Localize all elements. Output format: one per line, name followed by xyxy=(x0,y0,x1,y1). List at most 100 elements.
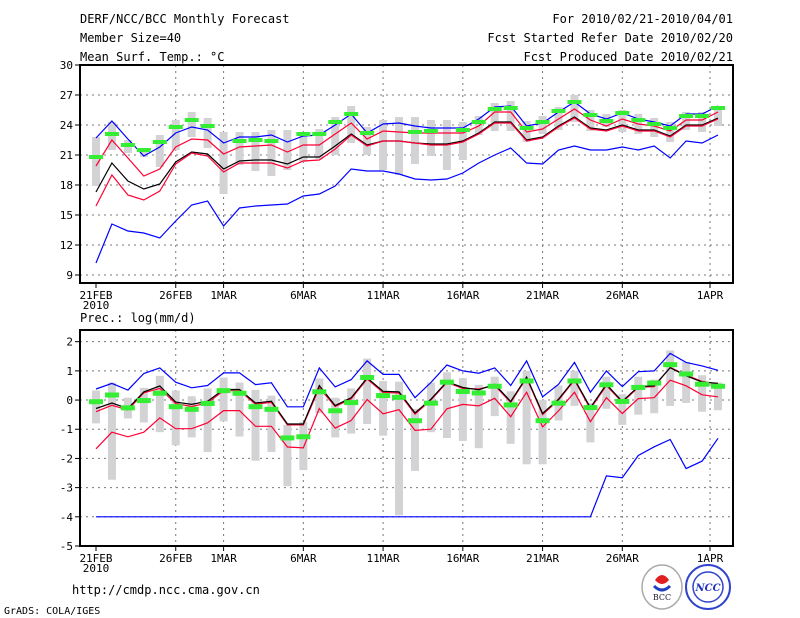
x-tick-label: 21MAR xyxy=(526,552,559,565)
y-tick-label: 2 xyxy=(66,336,73,349)
x-tick-label: 11MAR xyxy=(367,552,400,565)
observation-marker xyxy=(471,120,486,124)
observation-marker xyxy=(280,435,295,441)
observation-marker xyxy=(599,119,614,123)
ensemble-range-bar xyxy=(219,377,228,422)
precip-chart-title: Prec.: log(mm/d) xyxy=(80,311,196,325)
observation-marker xyxy=(647,122,662,126)
ensemble-range-bar xyxy=(155,375,164,433)
source-url[interactable]: http://cmdp.ncc.cma.gov.cn xyxy=(72,583,260,597)
ensemble-range-bar xyxy=(92,137,100,186)
observation-marker xyxy=(439,379,454,385)
observation-marker xyxy=(503,402,518,408)
ensemble-range-bar xyxy=(171,120,180,150)
ensemble-range-bar xyxy=(139,148,148,157)
x-tick-label: 1MAR xyxy=(210,552,237,565)
ensemble-range-bar xyxy=(379,381,388,436)
observation-marker xyxy=(695,114,710,118)
ensemble-range-bar xyxy=(251,389,260,461)
observation-marker xyxy=(264,139,279,143)
observation-marker xyxy=(200,124,215,128)
ensemble-range-bar xyxy=(410,117,419,164)
observation-marker xyxy=(360,374,375,380)
series-line-mean xyxy=(95,366,719,425)
ensemble-range-bar xyxy=(395,381,404,516)
observation-marker xyxy=(104,392,119,398)
observation-marker xyxy=(631,384,646,390)
observation-marker xyxy=(200,400,215,406)
ensemble-range-bar xyxy=(698,112,707,132)
x-tick-label: 26MAR xyxy=(606,289,639,302)
precipitation-chart: -5 -4 -3 -2 -1 0 1 2 21FEB 26FEB 1MAR 6MAR 11MAR 16MA… xyxy=(60,329,734,575)
ensemble-range-bar xyxy=(442,372,451,438)
ensemble-range-bar xyxy=(139,387,148,423)
observation-marker xyxy=(232,390,247,396)
observation-marker xyxy=(487,383,502,389)
observation-marker xyxy=(120,143,135,147)
y-tick-label: 12 xyxy=(60,239,73,252)
observation-marker xyxy=(599,382,614,388)
ensemble-range-bar xyxy=(267,130,276,176)
plot-frame xyxy=(79,64,734,284)
ensemble-range-bar xyxy=(666,122,675,142)
observation-marker xyxy=(663,126,678,130)
ensemble-range-bar xyxy=(618,394,627,425)
ensemble-range-bar xyxy=(458,378,467,441)
observation-marker xyxy=(423,400,438,406)
series-line-max xyxy=(95,352,719,408)
observation-marker xyxy=(168,404,183,410)
observation-marker xyxy=(184,406,199,412)
ensemble-range-bar xyxy=(363,358,372,424)
ensemble-range-bar xyxy=(187,396,196,438)
ensemble-range-bar xyxy=(267,395,276,453)
observation-marker xyxy=(136,148,151,152)
observation-marker xyxy=(89,399,103,405)
series-line-max xyxy=(95,101,719,157)
observation-marker xyxy=(248,404,263,410)
ensemble-range-bar xyxy=(299,134,308,162)
ensemble-range-bar xyxy=(538,116,547,134)
x-tick-label: 26FEB xyxy=(159,289,192,302)
observation-marker xyxy=(264,406,279,412)
x-tick-label: 6MAR xyxy=(290,552,317,565)
figure-title: DERF/NCC/BCC Monthly Forecast xyxy=(80,12,290,26)
ensemble-range-bar xyxy=(107,382,116,480)
series-line-lower xyxy=(95,117,719,207)
observation-marker xyxy=(232,139,247,143)
ensemble-range-bar xyxy=(251,132,260,171)
x-tick-label: 16MAR xyxy=(446,552,479,565)
series-line-min xyxy=(96,437,719,518)
observation-marker xyxy=(344,400,359,406)
ensemble-range-bar xyxy=(634,376,643,415)
x-tick-label: 21MAR xyxy=(526,289,559,302)
x-tick-label: 21FEB xyxy=(79,289,112,302)
ensemble-range-bar xyxy=(283,424,292,487)
ensemble-range-bar xyxy=(219,132,228,194)
y-tick-label: 9 xyxy=(66,269,73,282)
ensemble-range-bar xyxy=(331,397,340,438)
observation-marker xyxy=(567,100,582,104)
ensemble-range-bar xyxy=(618,110,627,132)
observation-marker xyxy=(551,109,566,113)
ensemble-range-bar xyxy=(682,362,691,403)
series-line-upper xyxy=(95,366,719,426)
plot-frame xyxy=(79,329,734,547)
ncc-logo: NCC xyxy=(685,564,731,610)
ensemble-range-bar xyxy=(474,384,483,449)
observation-marker xyxy=(152,390,167,396)
observation-marker xyxy=(535,418,550,424)
observation-marker xyxy=(487,107,502,111)
ensemble-range-bar xyxy=(570,370,579,406)
observation-marker xyxy=(711,106,725,110)
x-tick-label: 21FEB xyxy=(79,552,112,565)
y-tick-label: 18 xyxy=(60,179,73,192)
ensemble-range-bar xyxy=(92,390,100,424)
observation-marker xyxy=(663,362,678,368)
y-tick-label: 15 xyxy=(60,209,73,222)
observation-marker xyxy=(120,405,135,411)
bcc-logo-text: BCC xyxy=(653,593,671,602)
ensemble-range-bar xyxy=(410,408,419,471)
forecast-period: For 2010/02/21-2010/04/01 xyxy=(552,12,733,26)
series-line-min xyxy=(95,134,719,264)
